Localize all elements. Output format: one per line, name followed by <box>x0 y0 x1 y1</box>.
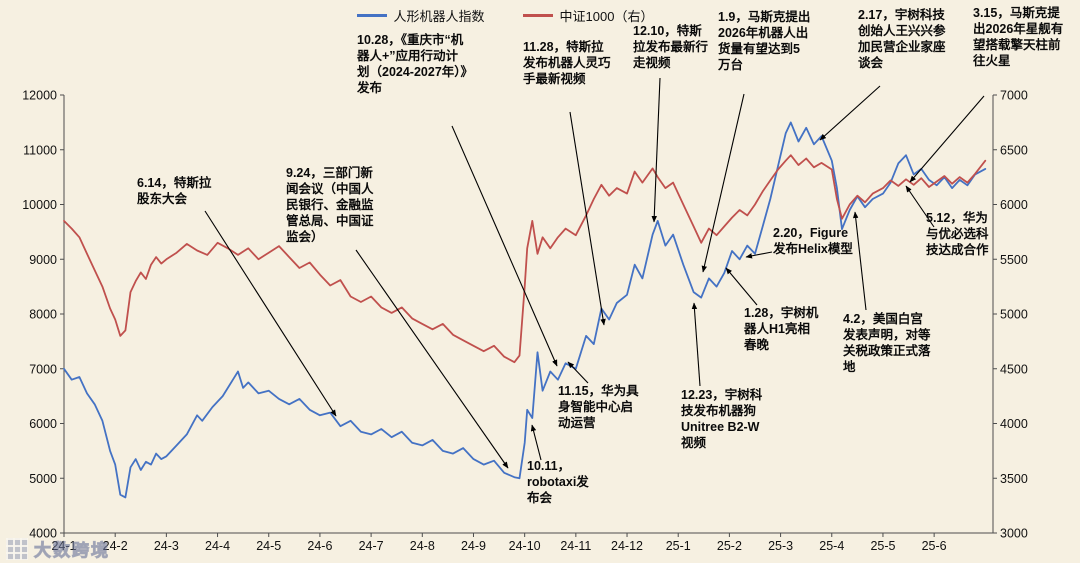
legend: 人形机器人指数 中证1000（右） <box>0 6 1045 25</box>
x-tick-label: 24-1 <box>51 539 76 553</box>
annotation-arrow-5 <box>909 95 985 183</box>
annotation-arrow-6 <box>204 210 337 417</box>
annotation-12-23-unitree-b2w: 12.23，宇树科技发布机器狗Unitree B2-W视频 <box>681 388 763 450</box>
annotation-9-24-press-conference: 9.24，三部门新闻会议（中国人民银行、金融监管总局、中国证监会） <box>286 166 374 244</box>
x-tick-label: 24-4 <box>205 539 230 553</box>
y-left-tick-label: 7000 <box>29 362 57 376</box>
x-tick-label: 25-5 <box>870 539 895 553</box>
y-right-tick-label: 6500 <box>1000 143 1028 157</box>
x-tick-label: 24-11 <box>560 539 591 553</box>
annotation-arrow-0 <box>451 125 558 367</box>
y-right-tick-label: 3500 <box>1000 472 1028 486</box>
legend-line-swatch-red <box>522 14 553 17</box>
y-right-tick-label: 3000 <box>1000 527 1028 541</box>
annotation-arrow-14 <box>905 185 935 228</box>
annotation-2-17-unitree-symposium: 2.17，宇树科技创始人王兴兴参加民营企业家座谈会 <box>858 8 946 70</box>
series-csi1000-line <box>63 154 987 364</box>
y-left-tick-label: 9000 <box>29 253 57 267</box>
legend-line-swatch-blue <box>356 14 387 17</box>
x-tick-label: 24-9 <box>461 539 486 553</box>
x-tick-label: 24-7 <box>359 539 384 553</box>
annotation-arrow-13 <box>852 211 867 311</box>
x-tick-label: 25-4 <box>819 539 844 553</box>
x-tick-label: 24-3 <box>154 539 179 553</box>
annotation-arrow-2 <box>651 77 661 223</box>
y-left-tick-label: 6000 <box>29 417 57 431</box>
y-left-tick-label: 4000 <box>29 527 57 541</box>
legend-label-csi1000: 中证1000（右） <box>559 9 654 24</box>
y-left-tick-label: 10000 <box>22 198 57 212</box>
legend-label-humanoid-robot-index: 人形机器人指数 <box>393 9 485 24</box>
y-left-tick-label: 11000 <box>23 143 57 157</box>
annotation-arrow-3 <box>701 93 745 273</box>
y-left-tick-label: 5000 <box>29 472 57 486</box>
annotation-12-10-tesla-walk: 12.10，特斯拉发布最新行走视频 <box>633 24 709 70</box>
annotation-arrow-12 <box>745 251 773 259</box>
annotation-arrow-11 <box>725 267 758 306</box>
legend-item-humanoid-robot-index: 人形机器人指数 <box>356 6 485 25</box>
annotation-arrow-4 <box>819 85 881 141</box>
annotation-5-12-huawei-ubtech: 5.12，华为与优必选科技达成合作 <box>926 211 989 257</box>
annotation-arrow-7 <box>355 249 509 469</box>
annotation-2-20-figure-helix: 2.20，Figure发布Helix模型 <box>773 226 853 256</box>
annotation-10-11-robotaxi: 10.11，robotaxi发布会 <box>527 459 589 505</box>
annotation-arrow-9 <box>567 361 589 384</box>
annotation-11-15-huawei-center: 11.15，华为具身智能中心启动运营 <box>558 384 639 430</box>
y-right-tick-label: 5000 <box>1000 308 1028 322</box>
annotation-4-2-tariff: 4.2，美国白宫发表声明，对等关税政策正式落地 <box>843 312 931 374</box>
annotation-11-28-tesla-hand: 11.28，特斯拉发布机器人灵巧手最新视频 <box>523 40 611 86</box>
x-tick-label: 24-6 <box>307 539 332 553</box>
x-tick-label: 24-8 <box>410 539 435 553</box>
x-tick-label: 25-6 <box>922 539 947 553</box>
y-left-tick-label: 8000 <box>29 308 57 322</box>
annotation-arrow-10 <box>691 302 701 387</box>
x-tick-label: 24-10 <box>509 539 541 553</box>
annotation-3-15-musk-starship: 3.15，马斯克提出2026年星舰有望搭载擎天柱前往火星 <box>973 6 1064 68</box>
annotation-arrow-1 <box>569 111 606 326</box>
annotation-arrow-8 <box>530 424 542 461</box>
y-right-tick-label: 4500 <box>1000 362 1028 376</box>
annotation-6-14-tesla-shareholder: 6.14，特斯拉股东大会 <box>137 176 212 206</box>
x-tick-label: 25-1 <box>666 539 691 553</box>
x-tick-label: 25-2 <box>717 539 742 553</box>
x-tick-label: 25-3 <box>768 539 793 553</box>
legend-item-csi1000: 中证1000（右） <box>522 6 654 25</box>
series-humanoid-robot-index-line <box>63 121 987 499</box>
annotation-1-28-unitree-h1-gala: 1.28，宇树机器人H1亮相春晚 <box>744 306 819 352</box>
x-tick-label: 24-5 <box>256 539 281 553</box>
y-left-tick-label: 12000 <box>22 89 57 103</box>
x-tick-label: 24-2 <box>103 539 128 553</box>
annotation-1-9-musk-shipment: 1.9，马斯克提出2026年机器人出货量有望达到5万台 <box>718 10 811 72</box>
y-right-tick-label: 7000 <box>1000 89 1028 103</box>
y-right-tick-label: 6000 <box>1000 198 1028 212</box>
y-right-tick-label: 4000 <box>1000 417 1028 431</box>
annotation-10-28-chongqing-plan: 10.28，《重庆市“机器人+”应用行动计划（2024-2027年）》发布 <box>357 33 467 95</box>
y-right-tick-label: 5500 <box>1000 253 1028 267</box>
x-tick-label: 24-12 <box>611 539 643 553</box>
